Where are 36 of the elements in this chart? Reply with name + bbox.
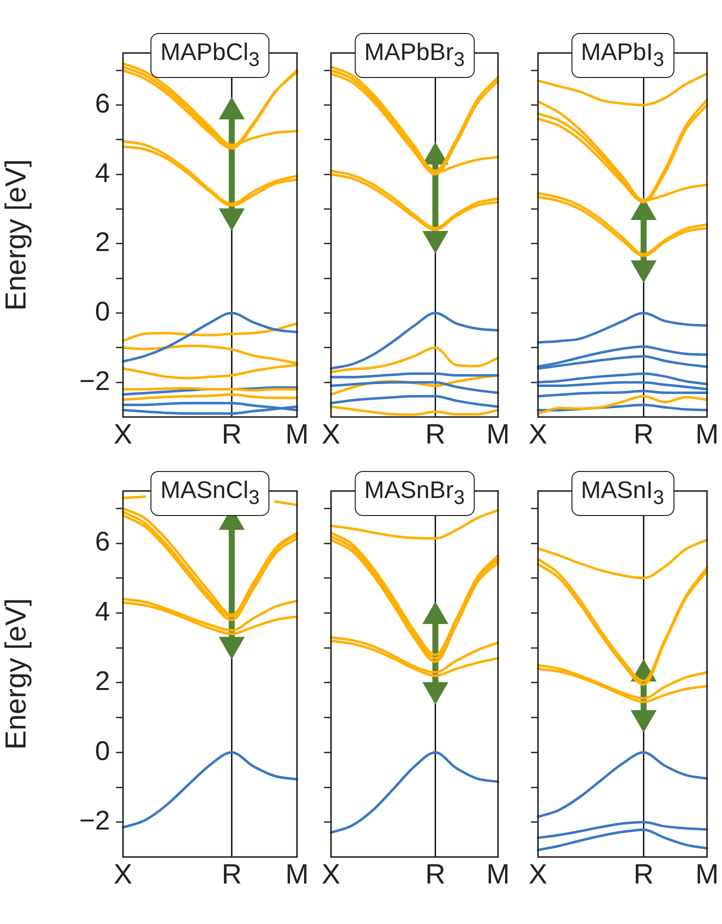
x-tick-label: X (114, 418, 133, 450)
y-axis-title: Energy [eV] (0, 159, 32, 311)
y-axis-title: Energy [eV] (0, 598, 32, 750)
x-tick-label: R (425, 418, 446, 450)
chart-title: MASnCl$_{3}$ (150, 471, 270, 516)
y-tick-label: −2 (79, 366, 110, 396)
x-tick-label: R (425, 858, 446, 890)
y-tick-label: 4 (94, 596, 110, 626)
x-tick-label: M (486, 418, 510, 450)
chart-title: MASnI$_{3}$ (570, 471, 674, 516)
y-tick-label: 0 (94, 296, 110, 326)
y-tick-label: 2 (94, 666, 110, 696)
chart-title: MAPbBr$_{3}$ (354, 33, 475, 78)
x-tick-label: M (285, 418, 309, 450)
x-tick-label: X (114, 858, 133, 890)
chart-title: MAPbI$_{3}$ (570, 33, 674, 78)
x-tick-label: M (695, 858, 719, 890)
x-tick-label: X (528, 858, 548, 890)
y-tick-label: 4 (94, 158, 110, 188)
y-tick-label: 2 (94, 227, 110, 258)
x-tick-label: M (285, 858, 309, 890)
y-tick-label: 0 (94, 736, 110, 766)
chart-title: MAPbCl$_{3}$ (150, 33, 270, 78)
x-tick-label: R (222, 418, 242, 450)
x-tick-label: X (322, 858, 341, 890)
chart-title: MASnBr$_{3}$ (354, 471, 475, 516)
x-tick-label: R (634, 418, 654, 450)
x-tick-label: R (634, 858, 654, 890)
x-tick-label: R (222, 858, 242, 890)
x-tick-label: M (486, 858, 510, 890)
x-tick-label: M (695, 418, 719, 450)
y-tick-label: 6 (94, 526, 110, 557)
y-tick-label: 6 (94, 88, 110, 118)
x-tick-label: X (528, 418, 548, 450)
y-tick-label: −2 (79, 806, 110, 836)
x-tick-label: X (322, 418, 341, 450)
